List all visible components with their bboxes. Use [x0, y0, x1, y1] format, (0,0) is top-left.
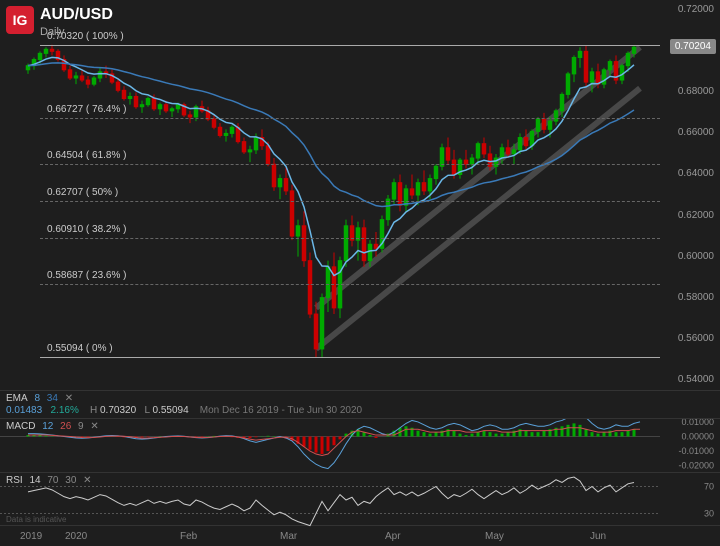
ema-values: 0.01483 2.16% H 0.70320 L 0.55094 Mon De… — [6, 405, 362, 416]
time-axis: 2019 2020 Feb Mar Apr May Jun — [0, 526, 660, 546]
chart-container: IG AUD/USD Daily 0.540000.560000.580000.… — [0, 0, 720, 546]
fib-label: 0.66727 ( 76.4% ) — [45, 104, 129, 115]
fib-line — [40, 201, 660, 202]
y-tick-label: 0.54000 — [678, 374, 714, 385]
x-tick-label: Feb — [180, 531, 197, 542]
close-icon[interactable]: ✕ — [65, 393, 73, 404]
x-tick-label: 2020 — [65, 531, 87, 542]
broker-logo: IG — [6, 6, 34, 34]
fib-line — [40, 284, 660, 285]
timeframe-label: Daily — [40, 26, 64, 38]
ema-label: EMA 8 34 ✕ — [6, 393, 77, 404]
fib-line — [40, 238, 660, 239]
x-tick-label: Mar — [280, 531, 297, 542]
y-tick-label: 0.62000 — [678, 210, 714, 221]
fib-label: 0.55094 ( 0% ) — [45, 343, 115, 354]
y-tick-label: 0.68000 — [678, 86, 714, 97]
svg-text:0.00000: 0.00000 — [681, 432, 714, 442]
x-tick-label: Apr — [385, 531, 401, 542]
x-tick-label: 2019 — [20, 531, 42, 542]
fib-label: 0.60910 ( 38.2% ) — [45, 224, 129, 235]
fib-label: 0.58687 ( 23.6% ) — [45, 270, 129, 281]
current-price-badge: 0.70204 — [670, 39, 716, 54]
svg-text:0.01000: 0.01000 — [681, 419, 714, 427]
fib-line — [40, 45, 660, 46]
rsi-panel[interactable]: RSI 14 70 30 ✕ 3070 — [0, 472, 720, 526]
disclaimer-text: Data is indicative — [6, 515, 66, 524]
y-tick-label: 0.66000 — [678, 127, 714, 138]
y-tick-label: 0.60000 — [678, 251, 714, 262]
fib-label: 0.64504 ( 61.8% ) — [45, 150, 129, 161]
svg-text:-0.01000: -0.01000 — [678, 446, 714, 456]
fib-line — [40, 164, 660, 165]
macd-panel[interactable]: MACD 12 26 9 ✕ -0.02000-0.010000.000000.… — [0, 418, 720, 472]
symbol-title: AUD/USD — [40, 6, 113, 24]
y-tick-label: 0.56000 — [678, 333, 714, 344]
svg-text:-0.02000: -0.02000 — [678, 461, 714, 471]
fib-line — [40, 357, 660, 358]
svg-text:30: 30 — [704, 509, 714, 519]
x-tick-label: Jun — [590, 531, 606, 542]
y-tick-label: 0.64000 — [678, 168, 714, 179]
svg-text:70: 70 — [704, 482, 714, 492]
ema-panel: EMA 8 34 ✕ 0.01483 2.16% H 0.70320 L 0.5… — [0, 390, 720, 418]
y-tick-label: 0.58000 — [678, 292, 714, 303]
fib-line — [40, 118, 660, 119]
x-tick-label: May — [485, 531, 504, 542]
fib-label: 0.62707 ( 50% ) — [45, 187, 120, 198]
price-axis: 0.54000 0.56000 0.58000 0.60000 0.62000 0.640… — [660, 0, 720, 390]
y-tick-label: 0.72000 — [678, 4, 714, 15]
